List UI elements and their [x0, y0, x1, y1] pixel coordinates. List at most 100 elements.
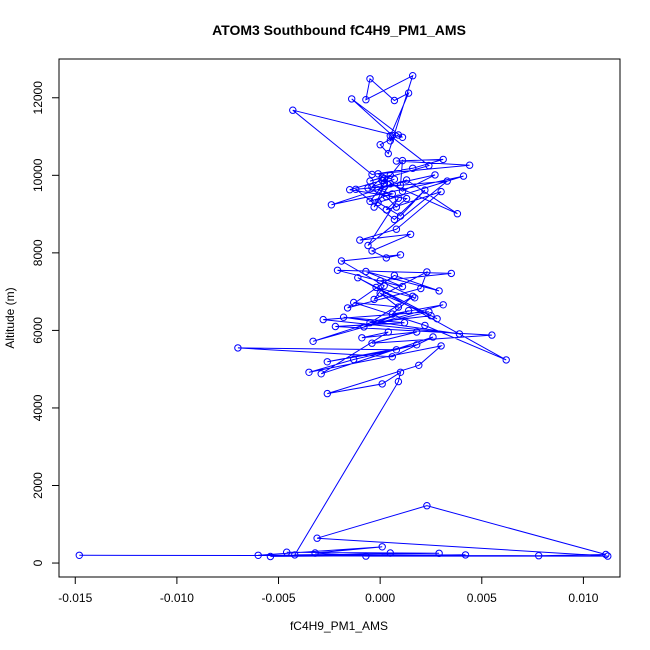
data-point [368, 170, 376, 179]
x-tick-label: -0.015 [58, 591, 92, 605]
data-point [423, 502, 431, 510]
data-point [602, 550, 610, 559]
data-point [386, 137, 394, 145]
data-point [368, 183, 376, 191]
data-point [364, 184, 372, 192]
data-point [437, 342, 445, 350]
data-point [254, 551, 262, 559]
data-point [368, 247, 376, 255]
data-point [390, 271, 399, 280]
data-point [313, 534, 321, 542]
data-point [429, 333, 437, 341]
data-point [366, 319, 374, 327]
data-point [431, 171, 439, 179]
y-tick-label: 4000 [31, 394, 45, 421]
y-tick-label: 2000 [31, 472, 45, 499]
data-point [309, 337, 317, 345]
data-point [411, 294, 419, 302]
data-point [311, 549, 319, 557]
data-point [435, 287, 443, 295]
y-axis: 0 2000 4000 6000 8000 10000 12000 [31, 81, 60, 566]
data-point [398, 156, 407, 165]
data-point [368, 339, 376, 347]
data-point [404, 89, 413, 97]
data-point [415, 361, 423, 369]
data-point [370, 203, 378, 211]
data-point [447, 269, 455, 278]
data-point [398, 133, 407, 142]
data-point [305, 368, 313, 376]
x-tick-label: 0.010 [568, 591, 598, 605]
data-point [317, 370, 325, 378]
data-point [396, 251, 405, 259]
x-axis-label: fC4H9_PM1_AMS [290, 619, 388, 633]
data-point [398, 282, 407, 291]
x-tick-label: -0.005 [262, 591, 296, 605]
data-point [339, 313, 348, 321]
data-point [402, 176, 411, 184]
data-point [362, 96, 370, 104]
data-point [378, 380, 386, 388]
data-point [400, 319, 409, 327]
y-tick-label: 0 [31, 559, 45, 566]
data-point [443, 177, 451, 185]
data-point [396, 368, 405, 376]
y-tick-label: 10000 [31, 158, 45, 192]
data-point [433, 315, 441, 323]
data-point [394, 303, 403, 311]
data-point [388, 190, 396, 198]
x-tick-label: 0.005 [467, 591, 497, 605]
data-point [366, 197, 374, 206]
data-point [266, 552, 275, 561]
y-axis-label: Altitude (m) [3, 287, 17, 348]
data-point [386, 132, 394, 140]
y-tick-label: 8000 [31, 239, 45, 266]
data-point [356, 236, 364, 244]
data-point [350, 298, 358, 307]
data-point [394, 131, 403, 139]
data-point [289, 106, 297, 114]
data-point [378, 543, 386, 551]
data-point [362, 552, 370, 560]
data-point [348, 95, 356, 103]
data-point [406, 230, 415, 239]
data-point [354, 274, 362, 282]
data-point [394, 377, 403, 386]
data-point [402, 194, 411, 203]
data-point [380, 179, 388, 187]
data-point [376, 277, 384, 285]
data-point [413, 328, 421, 336]
data-point [319, 315, 327, 324]
data-point [502, 356, 510, 364]
data-point [331, 322, 340, 331]
data-point [350, 355, 358, 364]
data-point [234, 344, 242, 352]
data-point [604, 552, 612, 560]
data-point [364, 241, 372, 250]
data-point [421, 186, 429, 194]
series-line [79, 74, 608, 557]
x-tick-label: 0.000 [365, 591, 395, 605]
data-point [323, 389, 331, 398]
data-point [488, 331, 496, 339]
data-point [382, 254, 390, 262]
data-point [394, 194, 403, 202]
data-point [343, 304, 352, 312]
data-series [75, 72, 612, 561]
data-point [437, 187, 445, 196]
data-point [421, 321, 429, 330]
data-point [390, 175, 399, 183]
x-tick-label: -0.010 [160, 591, 194, 605]
data-point [333, 266, 342, 274]
data-point [388, 353, 396, 361]
data-point [327, 201, 336, 209]
data-point [409, 72, 417, 80]
data-point [384, 328, 392, 336]
y-tick-label: 6000 [31, 317, 45, 344]
data-point [439, 301, 447, 309]
y-tick-label: 12000 [31, 81, 45, 115]
data-point [409, 292, 417, 300]
data-point [417, 284, 425, 293]
data-point [455, 330, 464, 338]
